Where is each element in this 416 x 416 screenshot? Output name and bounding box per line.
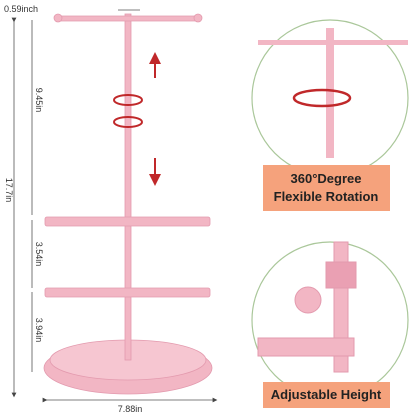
rotation-label: 360°Degree [291,171,362,186]
zoom-rotation-detail [258,28,408,158]
zoom-height-detail [257,241,357,373]
rotation-label: Flexible Rotation [274,189,379,204]
stand [43,13,213,395]
arrows [113,52,161,186]
dim-base: 7.88in [118,404,143,414]
height-label: Adjustable Height [271,387,382,402]
rotation-label-box [263,165,390,211]
dim-upper: 9.45in [34,88,44,113]
height-label-box [263,382,390,408]
rotation-arrow [292,88,352,108]
dim-lower: 3.94in [34,318,44,343]
dim-middle: 3.54in [34,242,44,267]
dim-total: 17.7in [4,178,14,203]
dim-top: 0.59inch [4,4,38,14]
dimension-lines [11,9,218,403]
